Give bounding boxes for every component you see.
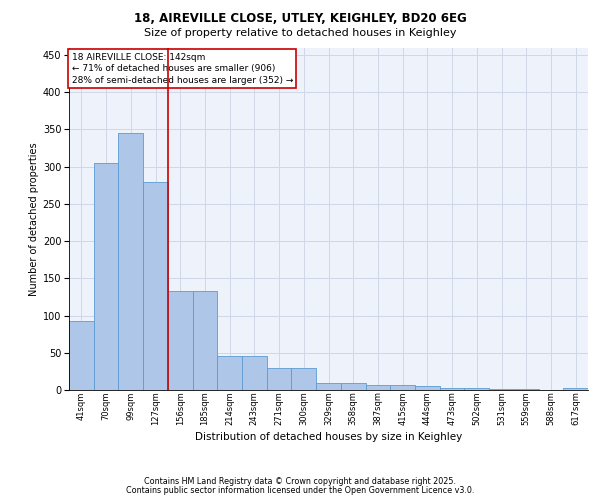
Bar	[365, 385, 390, 390]
Bar	[217, 356, 242, 390]
Text: Size of property relative to detached houses in Keighley: Size of property relative to detached ho…	[144, 28, 456, 38]
Bar	[168, 291, 193, 390]
Bar	[118, 133, 143, 390]
Bar	[316, 382, 341, 390]
Bar	[143, 182, 168, 390]
Text: Contains public sector information licensed under the Open Government Licence v3: Contains public sector information licen…	[126, 486, 474, 495]
Bar	[193, 291, 217, 390]
Bar	[341, 382, 365, 390]
Bar	[267, 368, 292, 390]
Y-axis label: Number of detached properties: Number of detached properties	[29, 142, 38, 296]
Text: Contains HM Land Registry data © Crown copyright and database right 2025.: Contains HM Land Registry data © Crown c…	[144, 477, 456, 486]
Bar	[390, 385, 415, 390]
Bar	[440, 388, 464, 390]
Bar	[563, 388, 588, 390]
Bar	[415, 386, 440, 390]
Bar	[292, 368, 316, 390]
Text: 18, AIREVILLE CLOSE, UTLEY, KEIGHLEY, BD20 6EG: 18, AIREVILLE CLOSE, UTLEY, KEIGHLEY, BD…	[134, 12, 466, 26]
Bar	[242, 356, 267, 390]
Text: 18 AIREVILLE CLOSE: 142sqm
← 71% of detached houses are smaller (906)
28% of sem: 18 AIREVILLE CLOSE: 142sqm ← 71% of deta…	[71, 52, 293, 85]
Bar	[94, 163, 118, 390]
Bar	[464, 388, 489, 390]
X-axis label: Distribution of detached houses by size in Keighley: Distribution of detached houses by size …	[195, 432, 462, 442]
Bar	[69, 321, 94, 390]
